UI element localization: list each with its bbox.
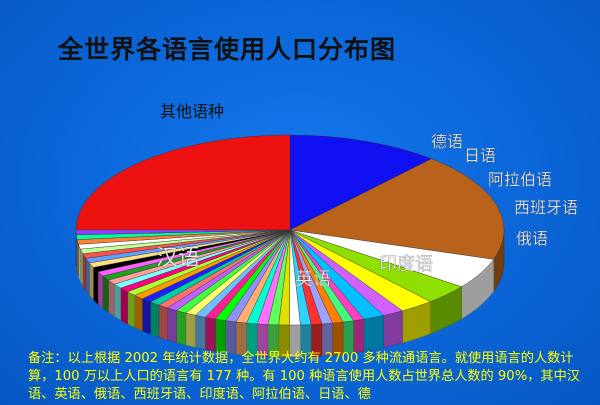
pie-slice-汉语 xyxy=(75,134,291,231)
pie-side-其他语种 xyxy=(215,318,226,353)
chart-title: 全世界各语言使用人口分布图 xyxy=(58,35,397,64)
pie-side-其他语种 xyxy=(150,301,160,338)
slice-label-英语: 英语 xyxy=(295,269,331,290)
pie-side-其他语种 xyxy=(85,257,90,296)
pie-side-其他语种 xyxy=(353,318,365,354)
pie-side-其他语种 xyxy=(82,252,87,292)
slice-label-德语: 德语 xyxy=(431,132,463,151)
slice-label-其他语种: 其他语种 xyxy=(160,102,224,121)
pie-side-其他语种 xyxy=(142,298,151,335)
slice-label-汉语: 汉语 xyxy=(156,246,200,271)
slice-label-日语: 日语 xyxy=(464,146,496,165)
pie-side-其他语种 xyxy=(176,310,187,346)
pie-side-其他语种 xyxy=(92,266,99,305)
pie-slice-英语 xyxy=(289,134,433,231)
pie-side-其他语种 xyxy=(204,316,216,352)
pie-side-其他语种 xyxy=(167,307,177,343)
slice-label-印度语: 印度语 xyxy=(379,254,433,275)
slice-label-阿拉伯语: 阿拉伯语 xyxy=(488,170,552,189)
pie-side-其他语种 xyxy=(225,320,237,355)
pie-slice-印度语 xyxy=(289,158,505,260)
pie-side-德语 xyxy=(363,315,384,352)
pie-side-其他语种 xyxy=(185,312,196,348)
pie-side-其他语种 xyxy=(102,275,109,313)
pie-side-其他语种 xyxy=(195,314,206,350)
pie-side-其他语种 xyxy=(120,287,128,325)
pie-slice-其他语种 xyxy=(75,229,291,236)
pie-side-其他语种 xyxy=(97,271,104,309)
footnote: 备注：以上根据 2002 年统计数据，全世界大约有 2700 多种流通语言。就使… xyxy=(28,351,580,402)
pie-side-其他语种 xyxy=(88,262,94,301)
pie-side-其他语种 xyxy=(80,248,84,287)
pie-side-其他语种 xyxy=(127,291,136,328)
pie-side-其他语种 xyxy=(158,304,168,341)
pie-side-其他语种 xyxy=(113,283,121,321)
slice-label-西班牙语: 西班牙语 xyxy=(514,198,578,217)
slice-label-俄语: 俄语 xyxy=(516,229,548,248)
pie-side-其他语种 xyxy=(107,279,115,317)
pie-side-日语 xyxy=(383,310,403,348)
pie-side-其他语种 xyxy=(134,294,143,332)
